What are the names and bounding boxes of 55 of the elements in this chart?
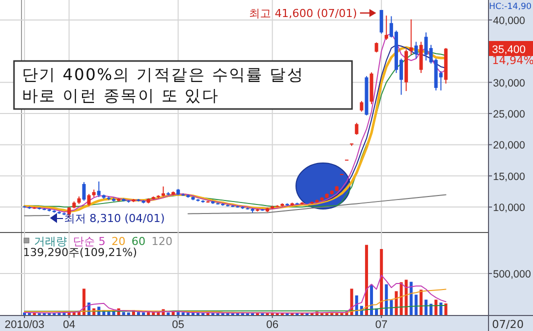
bar [380, 249, 383, 315]
annotation: 최저 8,310 (04/01) [64, 212, 165, 225]
text: 07/20 [492, 318, 524, 331]
bar [370, 284, 373, 315]
bar [434, 300, 438, 315]
x-tick-label: 04 [62, 319, 76, 331]
candlestick [82, 182, 86, 202]
bar [365, 244, 368, 315]
text: HC:-14,90 [489, 2, 532, 12]
bar [424, 300, 428, 315]
candlestick [409, 18, 413, 56]
text: 20 [112, 235, 126, 248]
annotation: 최고 41,600 (07/01) [249, 7, 357, 20]
bar [439, 302, 442, 315]
bar [146, 312, 150, 315]
candlestick [380, 9, 384, 34]
candlestick [354, 122, 358, 136]
candlestick [162, 186, 166, 197]
x-tick-label: 06 [266, 319, 278, 331]
annotation: 120 [152, 235, 172, 248]
bar [390, 300, 393, 315]
bar [122, 312, 126, 315]
bar [444, 303, 448, 315]
y-tick-label: 25,000 [493, 108, 526, 121]
bar [410, 282, 413, 315]
x-tick-label: 07 [375, 319, 388, 331]
text: 60 [132, 235, 146, 248]
y-tick-label: 40,000 [493, 14, 526, 27]
y-tick-label: 30,000 [493, 77, 526, 90]
bar [82, 288, 86, 315]
candlestick [374, 42, 378, 53]
bar [420, 290, 423, 315]
candlestick [384, 15, 388, 40]
x-tick-label: 05 [172, 319, 184, 331]
y-tick-label: 500,000 [493, 268, 532, 280]
y-tick-label: 10,000 [493, 202, 526, 214]
text: 단순 5 [73, 235, 106, 248]
bar [404, 280, 408, 315]
bar [394, 291, 398, 315]
bar [137, 312, 140, 315]
candlestick [97, 180, 101, 198]
annotation: 139,290주(109,21%) [23, 246, 138, 259]
bar [176, 312, 180, 315]
bar [414, 294, 418, 315]
text: 14,94% [492, 54, 533, 67]
x-tick-label: 2010/03 [4, 319, 44, 331]
chart-title: 거래량 [34, 235, 67, 248]
candlestick [414, 41, 418, 60]
candlestick [87, 193, 91, 206]
candlestick [360, 100, 364, 112]
bar [384, 284, 388, 315]
y-tick-label: 20,000 [493, 140, 526, 152]
y-tick-label: 15,000 [493, 170, 526, 183]
annotation: 단기 400%의 기적같은 수익률 달성 바로 이런 종목이 또 있다 [22, 65, 304, 105]
text: 35,400 [492, 44, 526, 56]
